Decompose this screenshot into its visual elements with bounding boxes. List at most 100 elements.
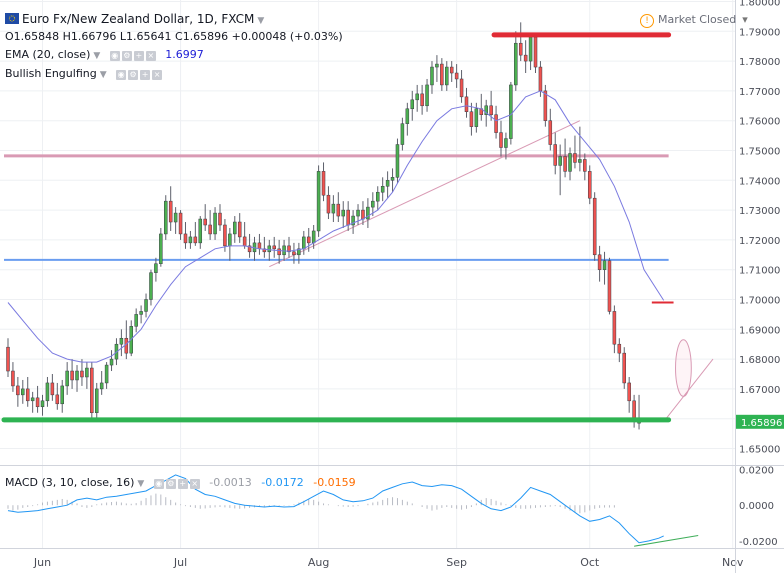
macd-panel [7, 474, 699, 547]
eye-icon[interactable]: ◉ [116, 69, 127, 80]
market-status[interactable]: ! Market Closed ▾ [640, 13, 748, 28]
candle-body [154, 263, 158, 273]
candle-body [213, 212, 217, 235]
warning-circle-icon: ! [640, 14, 654, 28]
chevron-down-icon[interactable]: ▼ [257, 16, 265, 26]
candle-body [425, 84, 429, 107]
chevron-down-icon[interactable]: ▼ [99, 70, 107, 80]
candle-body [272, 245, 276, 250]
price-tick-label: 1.76000 [739, 117, 780, 128]
ema-value: 1.6997 [165, 48, 204, 61]
candle-body [469, 111, 474, 127]
gear-icon[interactable]: ⚙ [165, 478, 176, 489]
plus-icon[interactable]: + [177, 478, 188, 489]
pattern-legend[interactable]: Bullish Engulfing ▼ ◉ ⚙ + × [5, 66, 164, 83]
chevron-down-icon[interactable]: ▼ [93, 51, 101, 61]
candle-body [60, 385, 64, 405]
symbol-legend: Euro Fx/New Zealand Dollar, 1D, FXCM ▼ [5, 12, 264, 29]
candle-body [193, 236, 198, 244]
eye-icon[interactable]: ◉ [153, 478, 164, 489]
candle-body [326, 194, 331, 214]
macd-tick-label: 0.0000 [739, 501, 774, 512]
price-tick-label: 1.72000 [739, 236, 780, 247]
candle-body [203, 218, 207, 226]
chevron-down-icon[interactable]: ▼ [137, 479, 145, 489]
candle-body [568, 153, 572, 172]
indicator-buttons[interactable]: ◉ ⚙ + × [116, 67, 164, 82]
candle-body [6, 346, 10, 372]
ema-legend-label: EMA (20, close) [5, 48, 91, 61]
candle-body [25, 388, 30, 402]
candle-body [622, 352, 626, 384]
candle-body [548, 120, 553, 145]
eye-icon[interactable]: ◉ [109, 50, 120, 61]
candle-body [371, 200, 375, 208]
macd-legend[interactable]: MACD (3, 10, close, 16) ▼ ◉ ⚙ + × -0.0013 -0… [5, 475, 356, 492]
candle-body [144, 299, 148, 312]
candle-body [573, 153, 577, 163]
candle-body [282, 245, 286, 256]
candle-body [11, 370, 15, 387]
price-tick-label: 1.78000 [739, 57, 780, 68]
candle-body [198, 218, 203, 244]
symbol-title[interactable]: Euro Fx/New Zealand Dollar, 1D, FXCM [22, 12, 255, 26]
candle-body [385, 180, 390, 187]
close-icon[interactable]: × [145, 50, 156, 61]
price-tick-label: 1.75000 [739, 146, 780, 157]
candle-body [40, 400, 45, 408]
candle-body [440, 63, 444, 86]
candle-body [134, 314, 138, 327]
macd-line-value: -0.0172 [261, 476, 304, 489]
macd-tick-label: -0.0200 [739, 537, 778, 548]
macd-histogram-value: -0.0013 [209, 476, 252, 489]
close-icon[interactable]: × [152, 69, 163, 80]
candle-body [35, 397, 40, 408]
plus-icon[interactable]: + [140, 69, 151, 80]
candle-body [237, 221, 242, 238]
candle-body [331, 203, 336, 214]
gear-icon[interactable]: ⚙ [128, 69, 139, 80]
candle-body [16, 385, 20, 396]
candle-body [109, 358, 114, 366]
candle-body [321, 171, 326, 196]
candle-body [410, 99, 415, 110]
candle-body [311, 230, 316, 244]
candle-body [164, 200, 168, 235]
drawing-ellipse [675, 339, 692, 397]
gear-icon[interactable]: ⚙ [121, 50, 132, 61]
candle-body [50, 382, 55, 396]
indicator-buttons[interactable]: ◉ ⚙ + × [153, 476, 202, 491]
ema-legend[interactable]: EMA (20, close) ▼ ◉ ⚙ + × 1.6997 [5, 47, 204, 64]
candle-body [553, 144, 557, 166]
time-tick-label: Jun [33, 556, 51, 569]
chevron-down-icon[interactable]: ▾ [742, 13, 748, 26]
candle-body [356, 209, 360, 217]
candle-body [592, 197, 597, 256]
candle-body [449, 66, 454, 74]
close-icon[interactable]: × [189, 478, 200, 489]
candle-body [563, 156, 567, 172]
candle-body [306, 236, 311, 244]
plus-icon[interactable]: + [133, 50, 144, 61]
candle-body [75, 370, 79, 381]
ema-line [7, 90, 665, 363]
candle-body [124, 337, 129, 354]
candle-body [435, 63, 439, 68]
candle-body [302, 236, 306, 250]
candle-body [168, 200, 173, 223]
candle-body [533, 37, 538, 68]
price-tick-label: 1.69000 [739, 325, 780, 336]
candle-body [292, 251, 296, 256]
candle-body [430, 66, 434, 86]
candle-body [173, 212, 178, 223]
price-tick-label: 1.71000 [739, 266, 780, 277]
candle-body [316, 171, 321, 232]
time-tick-label: Oct [580, 556, 600, 569]
indicator-buttons[interactable]: ◉ ⚙ + × [109, 48, 158, 63]
drawing-trendline [269, 120, 581, 268]
price-tick-label: 1.79000 [739, 27, 780, 38]
candle-body [489, 105, 493, 115]
price-tick-label: 1.68000 [739, 355, 780, 366]
